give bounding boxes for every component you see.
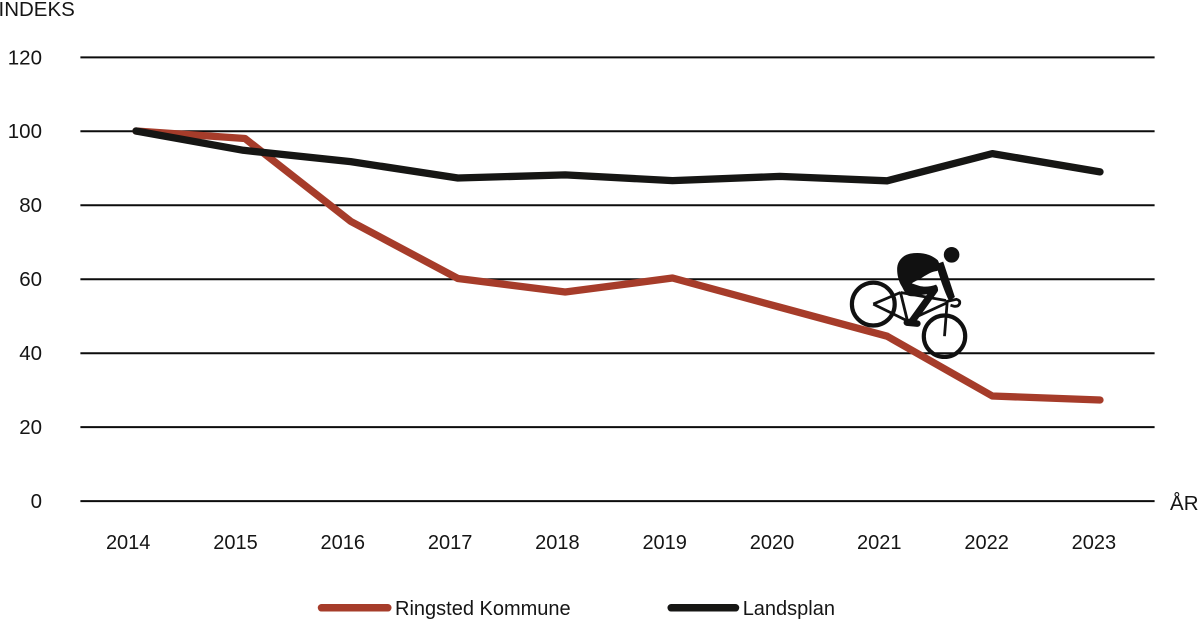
svg-text:INDEKS: INDEKS [0,0,75,21]
svg-text:2014: 2014 [106,532,151,554]
svg-text:2021: 2021 [857,532,902,554]
svg-text:60: 60 [19,268,42,291]
svg-text:Landsplan: Landsplan [743,598,835,620]
svg-text:0: 0 [31,490,42,513]
svg-text:80: 80 [19,194,42,217]
svg-text:2017: 2017 [428,532,473,554]
svg-text:2016: 2016 [321,532,366,554]
svg-text:2019: 2019 [642,532,687,554]
svg-text:2015: 2015 [213,532,258,554]
svg-text:20: 20 [19,416,42,439]
svg-text:120: 120 [8,46,42,69]
svg-text:Ringsted Kommune: Ringsted Kommune [395,598,571,620]
svg-text:2023: 2023 [1072,532,1117,554]
svg-text:ÅR: ÅR [1170,492,1198,515]
svg-text:2018: 2018 [535,532,580,554]
svg-text:2020: 2020 [750,532,795,554]
svg-text:100: 100 [8,120,42,143]
svg-text:40: 40 [19,342,42,365]
svg-text:2022: 2022 [964,532,1009,554]
